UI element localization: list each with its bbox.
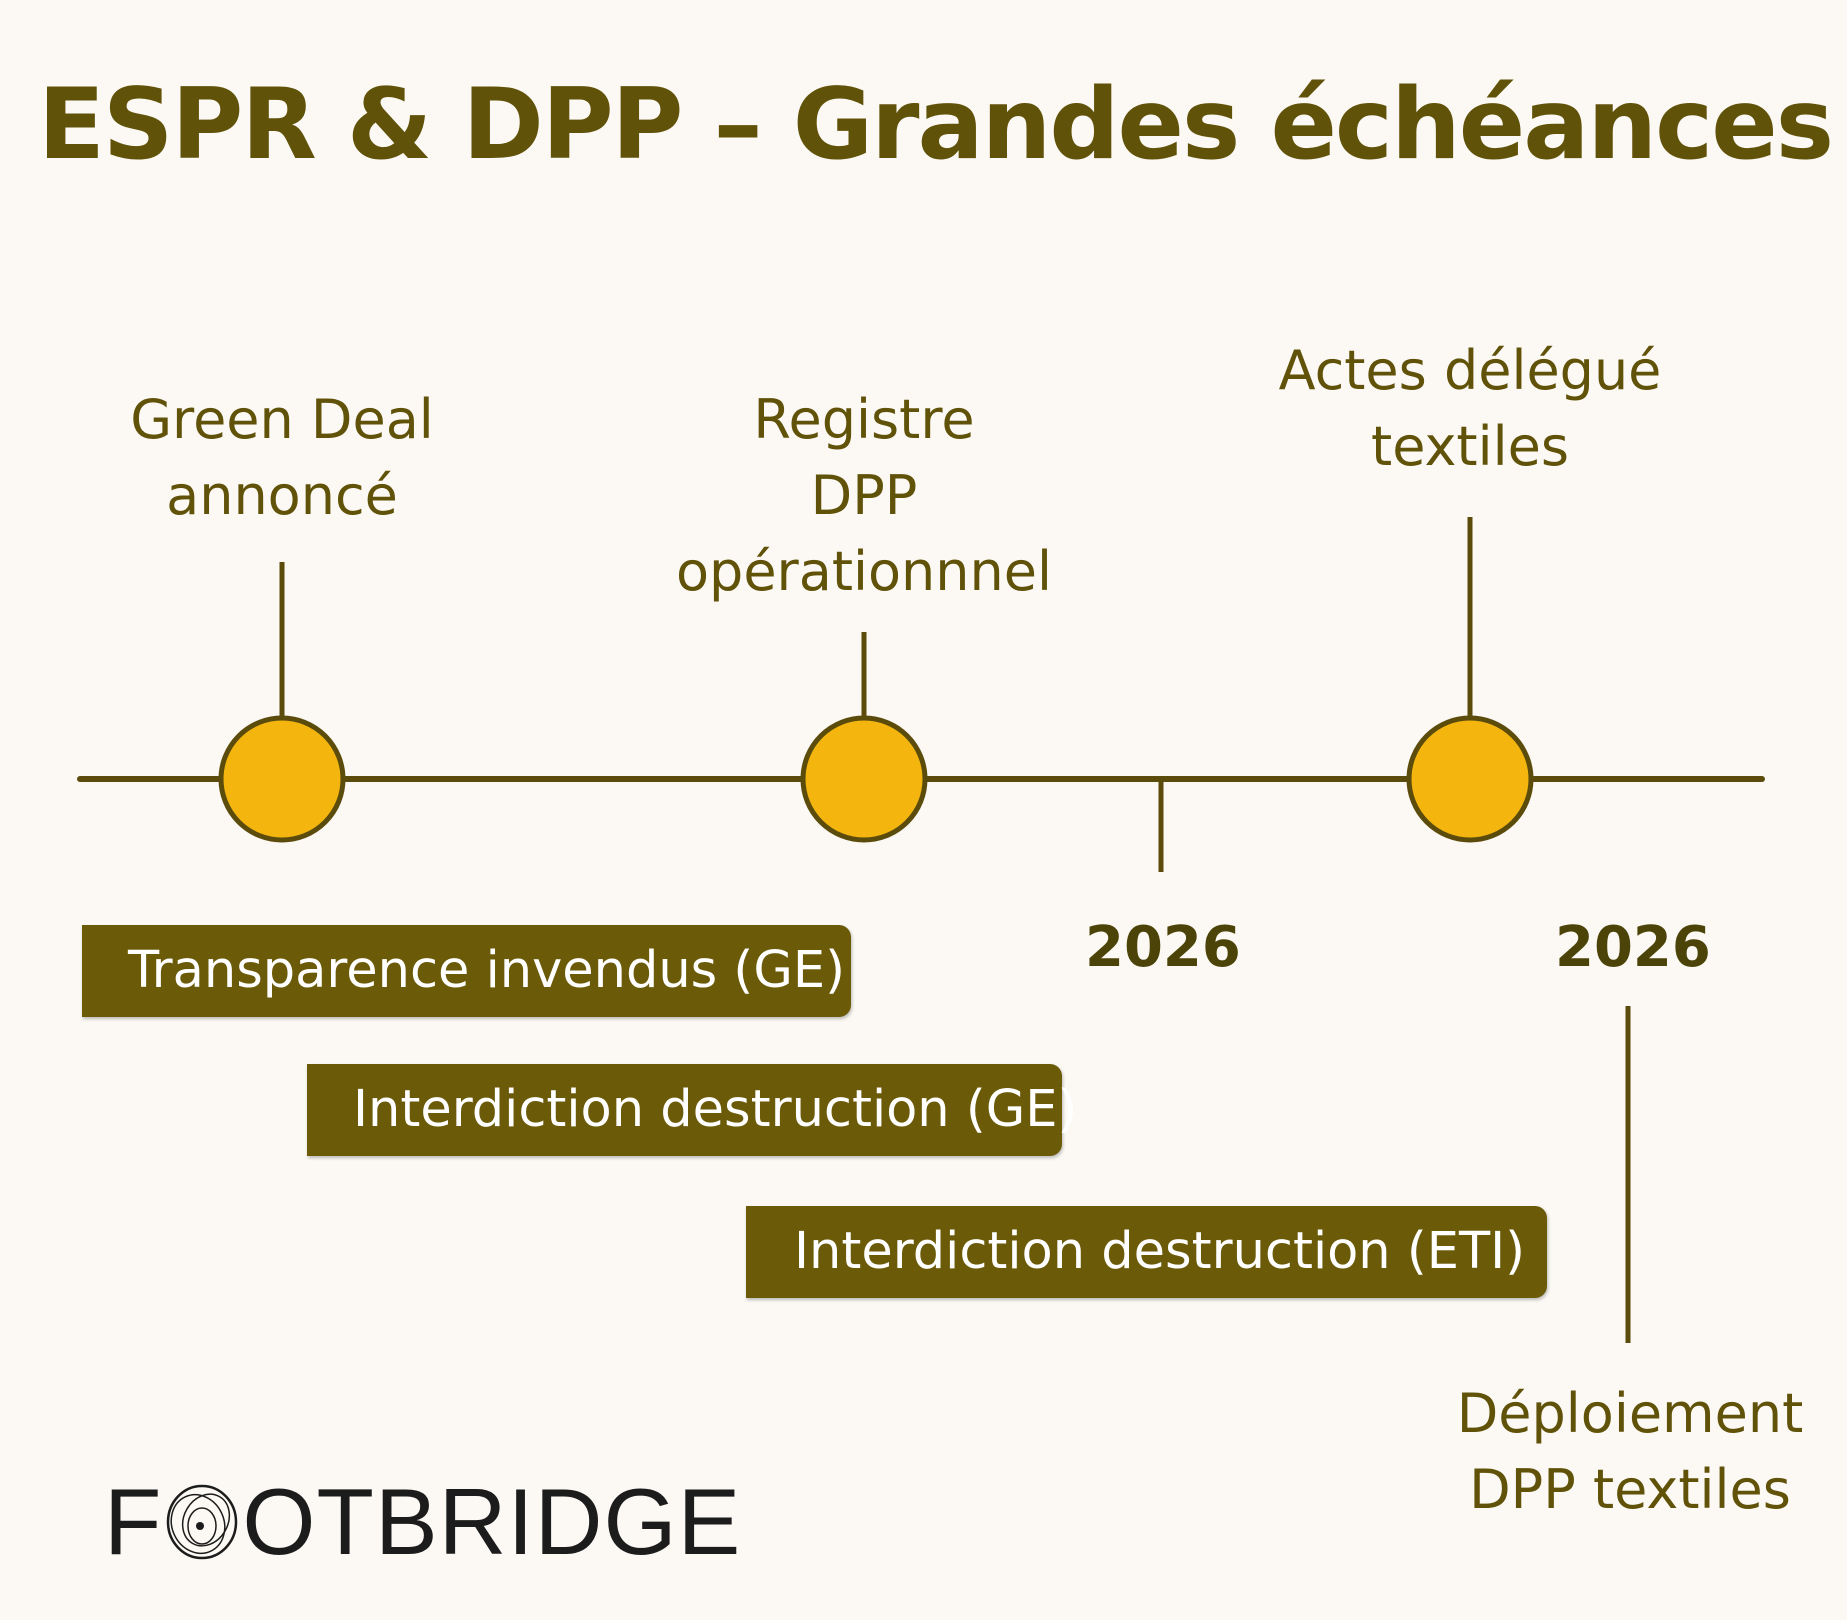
milestone-label-registre: Registre DPP opérationnnel xyxy=(654,382,1074,610)
year-label-2026-right: 2026 xyxy=(1555,915,1711,980)
milestone-label-line: Actes délégué xyxy=(1278,339,1662,402)
milestone-dot-green-deal xyxy=(218,715,346,843)
bar-transparence-invendus: Transparence invendus (GE) xyxy=(82,925,851,1017)
logo-text-start: F xyxy=(104,1469,163,1574)
deploiement-label-line: Déploiement xyxy=(1456,1382,1804,1445)
milestone-label-line: annoncé xyxy=(166,464,398,527)
milestone-label-line: textiles xyxy=(1371,415,1569,478)
milestone-label-actes: Actes délégué textiles xyxy=(1250,333,1690,485)
circle-knot-icon xyxy=(167,1484,238,1560)
milestone-label-line: opérationnnel xyxy=(676,540,1052,603)
milestone-label-line: Green Deal xyxy=(130,388,434,451)
milestone-label-green-deal: Green Deal annoncé xyxy=(112,382,452,534)
milestone-dot-registre xyxy=(800,715,928,843)
milestone-dot-actes xyxy=(1406,715,1534,843)
bar-interdiction-destruction-ge: Interdiction destruction (GE) xyxy=(307,1064,1077,1156)
deploiement-label-line: DPP textiles xyxy=(1469,1458,1791,1521)
deploiement-label: Déploiement DPP textiles xyxy=(1420,1376,1840,1528)
page-title: ESPR & DPP – Grandes échéances xyxy=(37,68,1834,182)
milestone-label-line: Registre xyxy=(753,388,975,451)
year-label-2026-center: 2026 xyxy=(1085,915,1241,980)
bar-interdiction-destruction-eti: Interdiction destruction (ETI) xyxy=(746,1206,1547,1298)
milestone-label-line: DPP xyxy=(810,464,918,527)
logo-text-end: OTBRIDGE xyxy=(242,1469,742,1574)
footbridge-logo: F OTBRIDGE xyxy=(104,1468,741,1576)
